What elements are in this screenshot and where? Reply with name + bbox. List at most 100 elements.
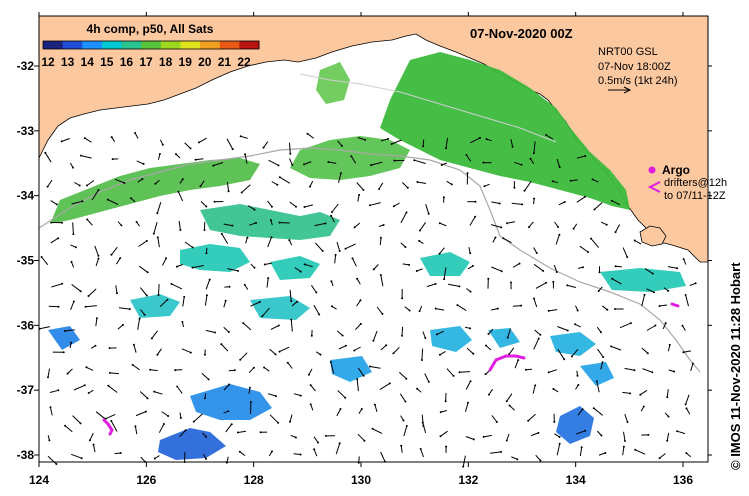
current-arrow [289,201,297,208]
current-arrow [138,240,148,247]
current-arrow-head [572,227,575,230]
current-arrow-head [392,352,395,355]
current-arrow [596,381,600,393]
current-arrow-head [563,201,566,203]
current-arrow [641,294,645,307]
current-arrow-head [498,202,501,205]
current-arrow-head [558,233,561,236]
current-arrow-head [597,290,600,292]
current-arrow-head [44,151,47,154]
colorbar-title: 4h comp, p50, All Sats [87,22,214,36]
current-arrow-head [189,351,192,354]
current-arrow-head [220,343,223,346]
current-arrow [391,139,402,145]
current-info-line2: 07-Nov 18:00Z [598,61,671,73]
current-arrow [465,402,469,412]
current-arrow [205,279,211,290]
colorbar-tick-label: 19 [179,55,193,69]
current-arrow-head [524,368,527,371]
lon-tick-label: 124 [29,473,49,487]
current-arrow-head [532,152,535,155]
current-arrow-head [373,403,376,406]
current-arrow [115,285,118,294]
current-arrow-head [581,408,584,411]
current-arrow [109,372,120,375]
current-arrow [548,369,557,373]
current-arrow [248,387,251,394]
current-arrow-head [418,310,421,313]
current-arrow-head [654,324,657,327]
current-arrow [685,394,690,405]
current-arrow-head [647,433,650,436]
current-arrow-head [434,282,437,285]
current-arrow [287,362,293,369]
current-arrow [514,359,519,369]
current-arrow-head [324,434,327,437]
current-arrow-head [419,229,421,232]
current-arrow [622,391,631,394]
current-arrow-head [576,309,579,312]
current-arrow-head [176,385,179,388]
current-arrow [267,200,273,208]
current-arrow [491,266,502,272]
current-arrow [462,455,466,467]
current-arrow [528,221,534,228]
current-arrow [345,243,356,250]
current-arrow-head [458,371,461,374]
current-arrow-head [253,208,256,211]
current-arrow-head [97,257,100,260]
current-arrow-head [184,429,187,432]
current-arrow-head [274,353,277,356]
current-arrow-head [291,164,294,166]
lat-tick-label: -36 [17,318,35,332]
current-arrow [200,180,205,187]
current-arrow-head [353,349,356,352]
current-arrow-head [152,232,155,235]
current-arrow-head [685,452,688,455]
current-arrow-head [684,403,687,406]
current-arrow [114,178,125,184]
current-arrow-head [189,147,192,150]
current-arrow [114,452,121,455]
drifters-to-label: to 07/11-12Z [664,190,726,202]
current-arrow [369,366,381,369]
current-arrow-head [388,382,391,385]
inner-contour [299,73,557,143]
current-arrow-head [629,392,632,395]
current-arrow-head [97,189,100,191]
current-arrow-head [600,331,602,334]
current-arrow [502,237,512,244]
current-arrow [425,204,430,214]
current-arrow-head [296,300,299,303]
current-arrow [289,142,291,154]
current-arrow [369,202,381,206]
current-arrow [376,306,383,315]
current-arrow [195,158,204,161]
current-arrow-head [673,370,676,373]
current-arrow-head [614,231,617,234]
current-arrow [690,363,694,372]
current-arrow-head [299,394,302,397]
current-arrow [198,137,207,143]
colorbar-swatch [200,41,221,49]
current-arrow-head [277,421,280,424]
current-arrow [465,380,471,390]
current-arrow [577,408,583,416]
current-arrow [223,223,233,227]
current-arrow [689,282,696,286]
current-arrow [290,319,293,332]
current-arrow-head [40,256,43,258]
current-arrow [293,453,301,455]
current-arrow [490,224,502,228]
current-arrow [314,222,326,227]
current-arrow [93,444,96,453]
current-arrow [646,288,655,293]
current-arrow [379,382,391,390]
current-arrow [267,237,272,248]
current-arrow-head [527,419,530,422]
current-arrow-head [150,337,153,340]
current-arrow-head [165,257,168,260]
current-arrow-head [666,396,669,399]
current-arrow [338,172,342,183]
current-arrow-head [97,254,100,257]
